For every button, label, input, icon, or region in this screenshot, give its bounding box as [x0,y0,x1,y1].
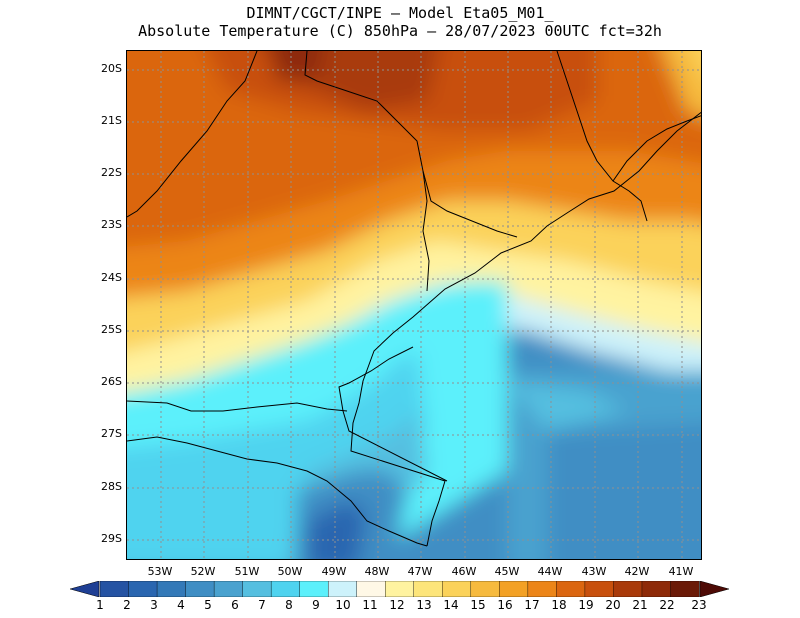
colorbar-label: 15 [470,598,486,612]
lat-label: 22S [101,166,122,179]
colorbar-swatch [213,581,244,597]
graticule [127,51,701,559]
colorbar-swatch [356,581,386,597]
colorbar-label: 3 [150,598,158,612]
chart-title-line2: Absolute Temperature (C) 850hPa – 28/07/… [138,22,662,40]
lon-label: 44W [537,565,563,578]
coastline-and-borders [127,51,701,547]
lat-label: 21S [101,114,122,127]
lat-label: 29S [101,532,122,545]
colorbar-label: 10 [335,598,351,612]
lon-label: 45W [494,565,520,578]
colorbar-label: 8 [285,598,293,612]
lon-label: 53W [147,565,173,578]
colorbar-label: 23 [691,598,707,612]
colorbar-swatch [584,581,614,597]
lon-label: 48W [364,565,390,578]
colorbar-swatch [156,581,187,597]
colorbar-label: 6 [231,598,239,612]
colorbar-label: 20 [605,598,621,612]
colorbar-label: 16 [497,598,513,612]
colorbar-swatch [299,581,329,597]
colorbar-label: 13 [416,598,432,612]
lat-label: 23S [101,218,122,231]
lon-label: 42W [624,565,650,578]
colorbar-swatch [670,581,700,597]
lon-label: 47W [407,565,433,578]
colorbar-swatch [413,581,443,597]
colorbar-label: 17 [524,598,540,612]
lat-label: 20S [101,62,122,75]
colorbar-label: 2 [123,598,131,612]
colorbar-swatch [327,581,358,597]
chart-title-line1: DIMNT/CGCT/INPE – Model Eta05_M01_ [246,4,554,22]
colorbar-label: 22 [659,598,675,612]
colorbar-swatch [242,581,272,597]
temperature-map [127,51,701,559]
lat-label: 26S [101,375,122,388]
map-panel [126,50,702,560]
colorbar-swatch [499,581,529,597]
temperature-field [127,51,701,559]
colorbar-swatch [527,581,557,597]
colorbar-label: 12 [389,598,405,612]
colorbar-swatch [185,581,215,597]
lon-label: 50W [277,565,303,578]
colorbar-swatch [613,581,643,597]
colorbar-label: 19 [578,598,594,612]
colorbar-swatch [99,581,130,597]
colorbar-swatch [128,581,158,597]
colorbar-swatch [641,581,671,597]
lon-label: 52W [190,565,216,578]
lat-label: 28S [101,480,122,493]
lon-label: 51W [234,565,260,578]
colorbar-label: 4 [177,598,185,612]
colorbar-arrow-high [699,581,730,597]
lon-label: 46W [451,565,477,578]
lat-label: 24S [101,271,122,284]
colorbar-swatch [385,581,415,597]
colorbar-label: 9 [312,598,320,612]
colorbar-label: 7 [258,598,266,612]
lon-label: 41W [668,565,694,578]
colorbar-label: 21 [632,598,648,612]
colorbar-swatch [442,581,472,597]
colorbar-swatch [470,581,500,597]
colorbar-label: 5 [204,598,212,612]
lat-label: 27S [101,427,122,440]
colorbar [70,581,730,597]
lon-label: 49W [321,565,347,578]
colorbar-label: 14 [443,598,459,612]
colorbar-label: 18 [551,598,567,612]
lon-label: 43W [581,565,607,578]
colorbar-label: 1 [96,598,104,612]
colorbar-swatch [556,581,586,597]
lat-label: 25S [101,323,122,336]
colorbar-label: 11 [362,598,378,612]
colorbar-swatch [270,581,301,597]
colorbar-arrow-low [70,581,100,597]
colorbar-swatches [99,581,700,597]
